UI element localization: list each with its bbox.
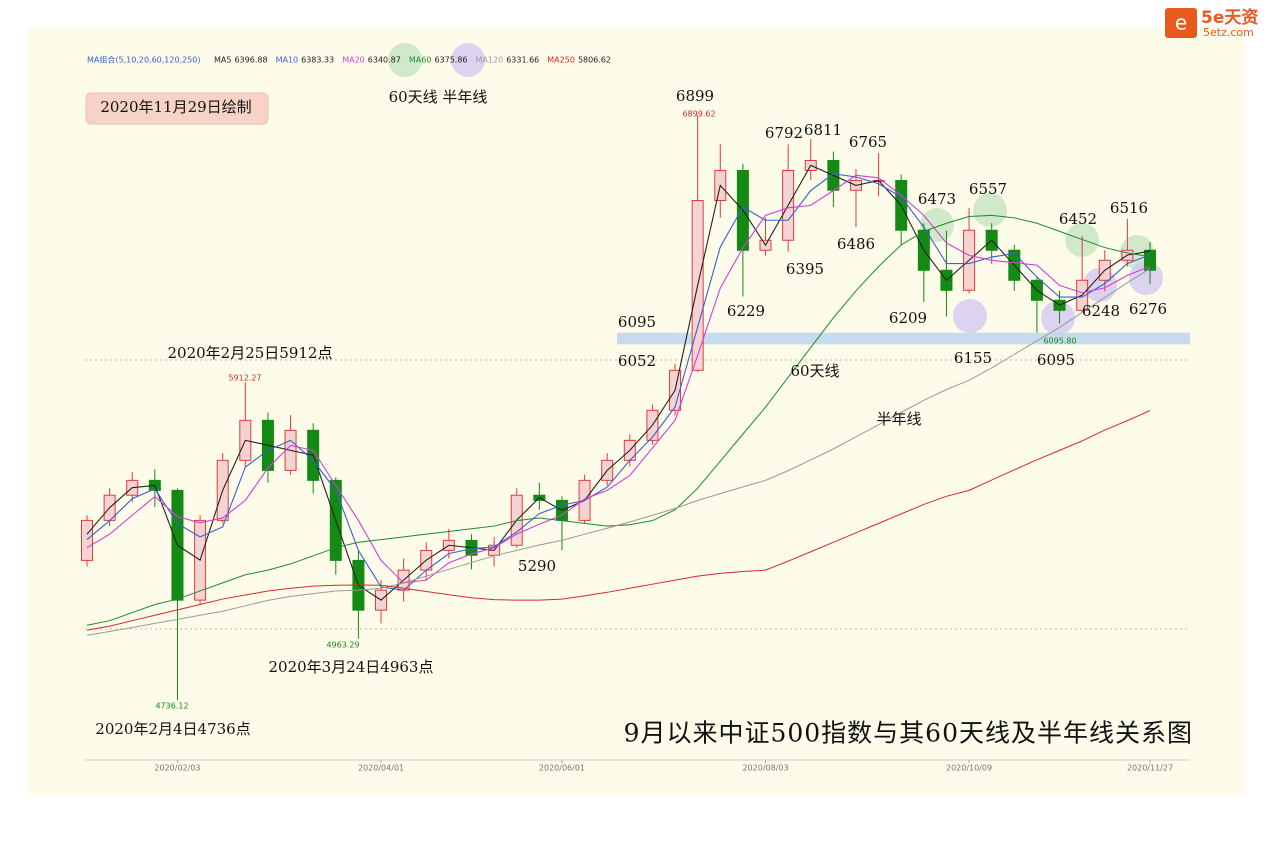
date-box xyxy=(85,92,269,125)
logo-url: 5etz.com xyxy=(1203,26,1254,39)
legend-label: MA20 xyxy=(342,56,365,65)
highlight-circle xyxy=(973,193,1007,227)
extreme-label: 5912.27 xyxy=(228,374,261,383)
ma-line xyxy=(86,268,1151,636)
annotation: 6792 xyxy=(765,124,803,142)
x-tick-label: 2020/02/03 xyxy=(154,764,200,773)
legend-label: MA5 xyxy=(214,56,231,65)
x-tick-label: 2020/10/09 xyxy=(946,764,992,773)
x-tick-label: 2020/11/27 xyxy=(1127,764,1173,773)
annotation: 6209 xyxy=(889,309,927,327)
legend-label: MA250 xyxy=(547,56,575,65)
annotation: 6052 xyxy=(618,352,656,370)
legend-label: MA60 xyxy=(409,56,432,65)
annotation: 6811 xyxy=(804,121,842,139)
ma-line xyxy=(86,164,1151,601)
extreme-label: 4736.12 xyxy=(155,702,188,711)
annotation: 6155 xyxy=(954,349,992,367)
annotation: 2020年2月4日4736点 xyxy=(95,720,250,738)
legend-value: 6375.86 xyxy=(434,56,467,65)
annotation: 6516 xyxy=(1110,199,1148,217)
ma-line xyxy=(86,173,1151,591)
legend-value: 6331.66 xyxy=(506,56,539,65)
annotation: 6229 xyxy=(727,302,765,320)
legend-value: 5806.62 xyxy=(578,56,611,65)
annotation: 6557 xyxy=(969,180,1007,198)
x-tick-label: 2020/08/03 xyxy=(742,764,788,773)
highlight-circle xyxy=(451,43,485,77)
annotation: 6095 xyxy=(618,313,656,331)
legend-label: MA120 xyxy=(476,56,504,65)
extreme-label: 4963.29 xyxy=(326,641,359,650)
annotation: 半年线 xyxy=(876,410,921,428)
annotation: 6899 xyxy=(676,87,714,105)
logo-name: 5e天资 xyxy=(1201,7,1258,28)
annotation: 5290 xyxy=(518,557,556,575)
ma-line xyxy=(86,174,1151,584)
annotation: 6452 xyxy=(1059,210,1097,228)
legend-value: 6340.87 xyxy=(368,56,401,65)
extreme-label: 6899.62 xyxy=(682,110,715,119)
annotation: 6395 xyxy=(786,260,824,278)
logo-icon xyxy=(1165,8,1197,38)
support-band xyxy=(617,332,1190,345)
highlight-circle xyxy=(388,43,422,77)
legend-value: 6396.88 xyxy=(234,56,267,65)
annotation: 6765 xyxy=(849,133,887,151)
annotation: 6276 xyxy=(1129,300,1167,318)
annotation: 6248 xyxy=(1082,302,1120,320)
chart-title: 9月以来中证500指数与其60天线及半年线关系图 xyxy=(624,719,1193,748)
chart-panel xyxy=(28,28,1245,795)
extreme-label: 6095.80 xyxy=(1043,337,1076,346)
ma-line xyxy=(86,410,1151,631)
annotation: 6473 xyxy=(918,190,956,208)
annotation: 60天线 xyxy=(790,362,839,380)
legend-value: 6383.33 xyxy=(301,56,334,65)
x-tick-label: 2020/04/01 xyxy=(358,764,404,773)
highlight-circle xyxy=(1041,301,1075,335)
highlight-circle xyxy=(953,299,987,333)
legend-label: MA10 xyxy=(276,56,299,65)
annotation: 2020年2月25日5912点 xyxy=(168,344,333,362)
annotation: 60天线 半年线 xyxy=(389,88,488,106)
legend-title: MA组合(5,10,20,60,120,250) xyxy=(87,55,201,65)
annotation: 2020年11月29日绘制 xyxy=(100,98,251,116)
annotation: 6095 xyxy=(1037,351,1075,369)
x-tick-label: 2020/06/01 xyxy=(539,764,585,773)
candle-body xyxy=(1144,249,1156,271)
annotation: 2020年3月24日4963点 xyxy=(269,658,434,676)
annotation: 6486 xyxy=(837,235,875,253)
logo-mark: e xyxy=(1175,11,1187,35)
logo[interactable]: e 5e天资 5etz.com xyxy=(1165,7,1258,39)
candle-body xyxy=(81,519,93,561)
